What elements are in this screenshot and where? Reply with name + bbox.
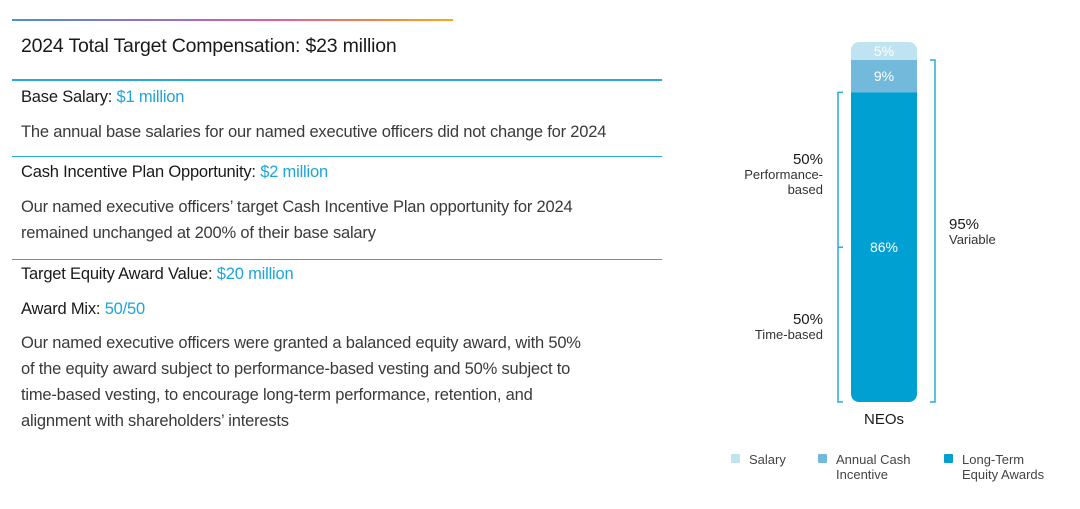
variable-annotation: 95% Variable xyxy=(949,217,996,247)
legend-item-salary: Salary xyxy=(731,452,786,467)
legend-item-annual-cash-incentive: Annual Cash Incentive xyxy=(818,452,910,482)
text-line: time-based vesting, to encourage long-te… xyxy=(21,386,533,404)
legend-label: Salary xyxy=(749,452,786,467)
performance-line2: based xyxy=(787,182,823,197)
legend-label: Incentive xyxy=(836,467,889,482)
bar-segment-salary xyxy=(851,42,917,60)
performance-annotation: 50% Performance- based xyxy=(700,152,823,197)
bar-stack xyxy=(851,42,917,402)
legend-swatch-annual-cash-incentive xyxy=(818,454,827,463)
equity-award-heading: Target Equity Award Value: $20 million xyxy=(21,265,294,284)
equity-award-label: Target Equity Award Value: xyxy=(21,265,213,283)
time-annotation: 50% Time-based xyxy=(700,312,823,342)
bar-label: 9% xyxy=(874,68,894,84)
base-salary-label: Base Salary: xyxy=(21,88,113,106)
section-divider xyxy=(12,79,662,81)
text-line: Our named executive officers’ target Cas… xyxy=(21,198,573,216)
performance-line1: Performance- xyxy=(744,167,823,182)
cash-incentive-label: Cash Incentive Plan Opportunity: xyxy=(21,163,256,181)
text-line: remained unchanged at 200% of their base… xyxy=(21,224,376,242)
award-mix-value: 50/50 xyxy=(104,300,145,318)
legend-label: Equity Awards xyxy=(962,467,1045,482)
legend-swatch-long-term-equity xyxy=(944,454,953,463)
variable-pct: 95% xyxy=(949,216,980,233)
text-line: alignment with shareholders’ interests xyxy=(21,412,289,430)
legend-swatch-salary xyxy=(731,454,740,463)
bar-label: 5% xyxy=(874,43,894,59)
page-title: 2024 Total Target Compensation: $23 mill… xyxy=(21,35,397,57)
base-salary-heading: Base Salary: $1 million xyxy=(21,88,184,107)
category-label: NEOs xyxy=(864,411,904,428)
text-line: of the equity award subject to performan… xyxy=(21,360,571,378)
right-bracket xyxy=(930,59,936,403)
bar-label: 86% xyxy=(870,239,898,255)
text-line: Our named executive officers were grante… xyxy=(21,334,581,352)
award-mix-text: Our named executive officers were grante… xyxy=(21,330,661,434)
bar-segment-annual-cash-incentive xyxy=(851,60,917,93)
cash-incentive-heading: Cash Incentive Plan Opportunity: $2 mill… xyxy=(21,163,328,182)
gradient-divider xyxy=(12,19,453,21)
award-mix-label: Award Mix: xyxy=(21,300,101,318)
variable-line1: Variable xyxy=(949,232,996,247)
section-divider xyxy=(12,259,662,260)
cash-incentive-text: Our named executive officers’ target Cas… xyxy=(21,194,661,246)
base-salary-text: The annual base salaries for our named e… xyxy=(21,123,607,141)
performance-pct: 50% xyxy=(792,151,823,168)
equity-award-value: $20 million xyxy=(216,265,294,283)
bar-segment-long-term-equity-awards xyxy=(851,92,917,402)
legend-item-long-term-equity: Long-Term Equity Awards xyxy=(944,452,1044,482)
legend-label: Long-Term xyxy=(962,452,1025,467)
award-mix-heading: Award Mix: 50/50 xyxy=(21,300,145,319)
time-pct: 50% xyxy=(792,311,823,328)
base-salary-value: $1 million xyxy=(116,88,185,106)
section-divider xyxy=(12,156,662,157)
cash-incentive-value: $2 million xyxy=(260,163,328,181)
legend-label: Annual Cash xyxy=(836,452,911,467)
time-line1: Time-based xyxy=(754,327,823,342)
